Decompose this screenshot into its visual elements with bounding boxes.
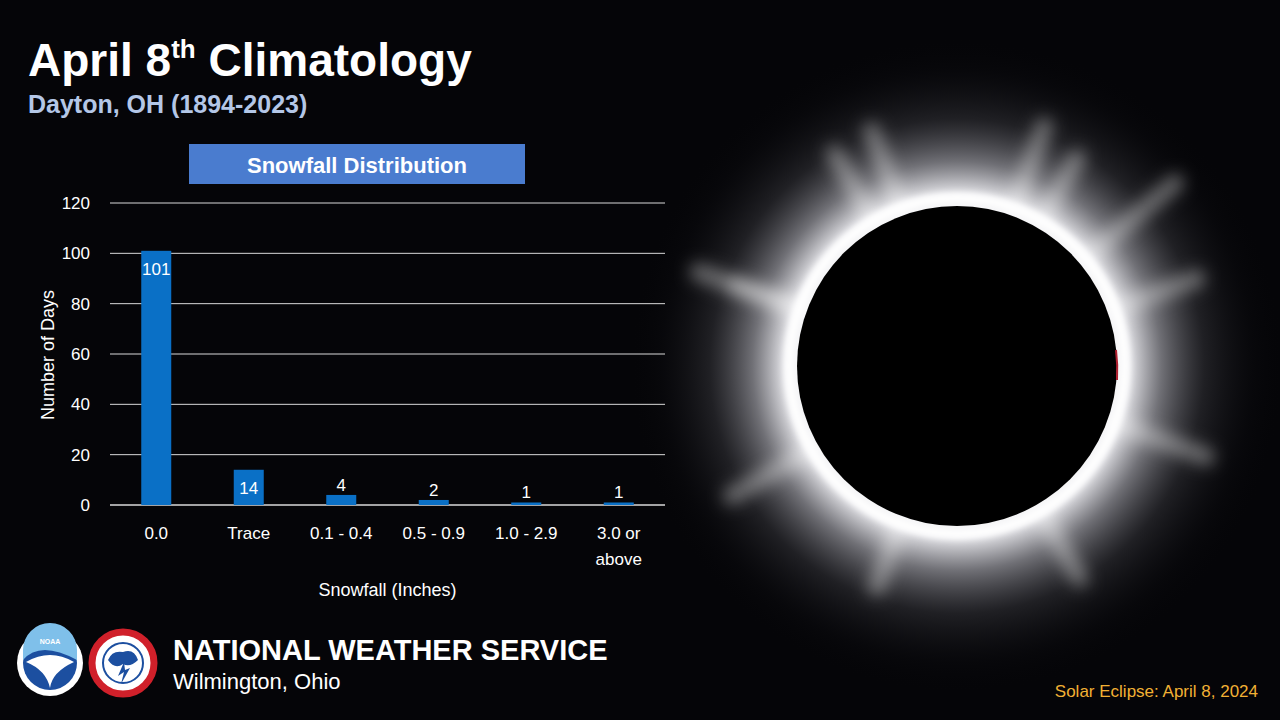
inner-corona (789, 198, 1125, 534)
chart-title-box (189, 144, 525, 184)
x-tick-label: 1.0 - 2.9 (495, 524, 557, 543)
logo-ring (90, 630, 156, 696)
logo-bird (26, 655, 74, 688)
logo-bolt (118, 662, 130, 684)
y-tick-label: 60 (71, 345, 90, 364)
grid-line (110, 253, 665, 254)
corona-streak (736, 286, 802, 310)
logo-cloud (108, 651, 138, 666)
y-tick-label: 20 (71, 446, 90, 465)
y-tick-label: 40 (71, 395, 90, 414)
corona-streak (699, 272, 802, 310)
corona-streak (1083, 183, 1175, 260)
corona-streaks (699, 126, 1206, 586)
x-tick-label: 0.5 - 0.9 (403, 524, 465, 543)
corona-streak (871, 131, 900, 211)
x-tick-line: above (596, 550, 642, 569)
grid-line (110, 354, 665, 355)
chart-title: Snowfall Distribution (247, 153, 467, 178)
x-tick-label: 3.0 or above (596, 524, 642, 569)
logo-red-ring (92, 632, 154, 694)
logo-text: NOAA (40, 638, 61, 645)
noaa-logo: NOAA (17, 623, 83, 696)
bar (419, 500, 449, 505)
title-part: Climatology (196, 34, 472, 86)
data-label: 2 (429, 481, 438, 500)
bar (141, 251, 171, 505)
data-label: 4 (337, 476, 346, 495)
y-tick-label: 80 (71, 295, 90, 314)
corona-streak (877, 521, 901, 587)
moon-disk (797, 206, 1117, 526)
page-subtitle: Dayton, OH (1894-2023) (28, 90, 307, 118)
x-tick-line: 3.0 or (597, 524, 641, 543)
logo-sky (23, 623, 77, 660)
corona-streak (1112, 279, 1197, 310)
bar (511, 502, 541, 505)
title-part: April 8 (28, 34, 171, 86)
corona-streak (732, 449, 814, 497)
y-tick-label: 0 (81, 496, 90, 515)
x-axis-title: Snowfall (Inches) (318, 580, 456, 600)
eclipse-note: Solar Eclipse: April 8, 2024 (1055, 682, 1258, 701)
corona-streak (1040, 509, 1080, 578)
y-tick-label: 100 (62, 244, 90, 263)
data-label: 1 (614, 483, 623, 502)
grid-line (110, 303, 665, 304)
page-title: April 8th Climatology (28, 34, 472, 86)
title-superscript: th (171, 34, 196, 64)
agency-name: NATIONAL WEATHER SERVICE (173, 634, 608, 666)
bar (604, 502, 634, 505)
y-tick-label: 120 (62, 194, 90, 213)
data-labels: 101 14 4 2 1 1 (142, 260, 623, 503)
grid (110, 203, 665, 505)
x-tick-label: 0.1 - 0.4 (310, 524, 372, 543)
x-axis-line (110, 505, 665, 506)
corona (627, 36, 1280, 696)
corona-streak (1013, 126, 1044, 211)
grid-line (110, 203, 665, 204)
office-name: Wilmington, Ohio (173, 669, 341, 694)
bars (141, 251, 634, 505)
data-label: 14 (239, 479, 258, 498)
corona-streak (835, 154, 875, 223)
grid-line (110, 404, 665, 405)
prominence (1116, 350, 1117, 380)
eclipse-image (627, 36, 1280, 696)
bar (234, 470, 264, 505)
y-axis-title: Number of Days (38, 290, 58, 420)
corona-streak (1040, 158, 1078, 223)
logo-inner (103, 643, 143, 683)
page: April 8th Climatology Dayton, OH (1894-20… (0, 0, 1280, 720)
corona-streak (1112, 422, 1206, 456)
x-tick-label: Trace (227, 524, 270, 543)
x-tick-label: 0.0 (144, 524, 168, 543)
data-label: 101 (142, 260, 170, 279)
bar (326, 495, 356, 505)
nws-logo (90, 630, 156, 696)
grid-line (110, 505, 665, 506)
data-label: 1 (522, 483, 531, 502)
grid-line (110, 454, 665, 455)
